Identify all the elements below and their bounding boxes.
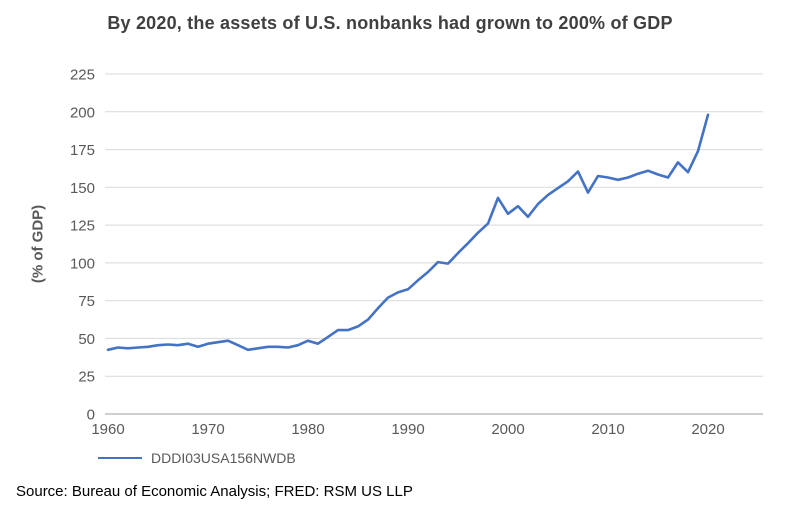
y-tick-label: 175 — [70, 142, 95, 159]
y-tick-label: 150 — [70, 180, 95, 197]
y-tick-label: 50 — [78, 331, 95, 348]
legend-series-label: DDDI03USA156NWDB — [151, 450, 296, 466]
y-tick-label: 75 — [78, 293, 95, 310]
x-tick-label: 1990 — [391, 421, 424, 438]
source-attribution: Source: Bureau of Economic Analysis; FRE… — [16, 483, 413, 500]
x-tick-label: 1960 — [91, 421, 124, 438]
y-tick-label: 0 — [87, 407, 95, 424]
x-tick-label: 2000 — [491, 421, 524, 438]
x-tick-label: 2010 — [591, 421, 624, 438]
x-tick-label: 2020 — [691, 421, 724, 438]
y-tick-label: 225 — [70, 67, 95, 84]
x-tick-label: 1970 — [191, 421, 224, 438]
chart-title: By 2020, the assets of U.S. nonbanks had… — [107, 13, 673, 33]
legend: DDDI03USA156NWDB — [98, 450, 296, 466]
y-tick-label: 200 — [70, 104, 95, 121]
y-tick-label: 125 — [70, 218, 95, 235]
y-tick-label: 25 — [78, 369, 95, 386]
x-tick-label: 1980 — [291, 421, 324, 438]
y-tick-label: 100 — [70, 255, 95, 272]
data-series-line — [106, 113, 710, 352]
legend-line-swatch — [98, 457, 142, 459]
